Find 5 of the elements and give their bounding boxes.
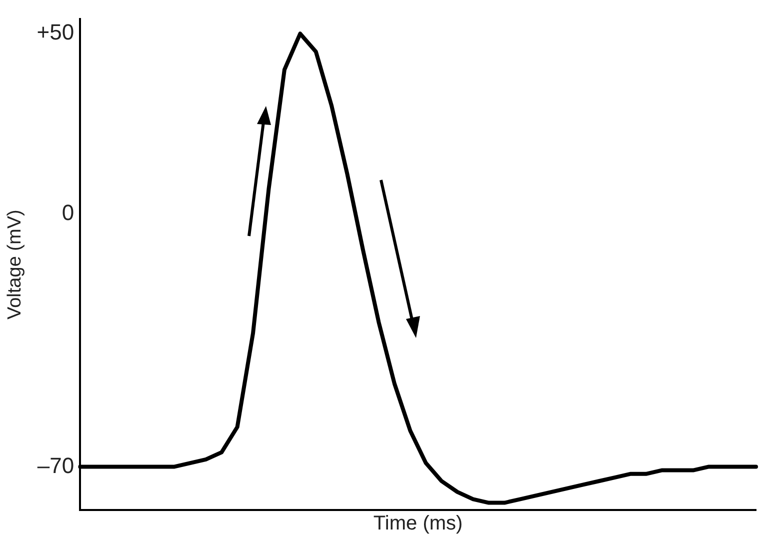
y-tick-label: +50 — [36, 20, 74, 45]
y-tick-label: 0 — [62, 200, 74, 226]
y-axis-title: Voltage (mV) — [4, 210, 26, 320]
x-axis-title: Time (ms) — [373, 512, 463, 535]
y-tick-label: –70 — [37, 452, 74, 478]
